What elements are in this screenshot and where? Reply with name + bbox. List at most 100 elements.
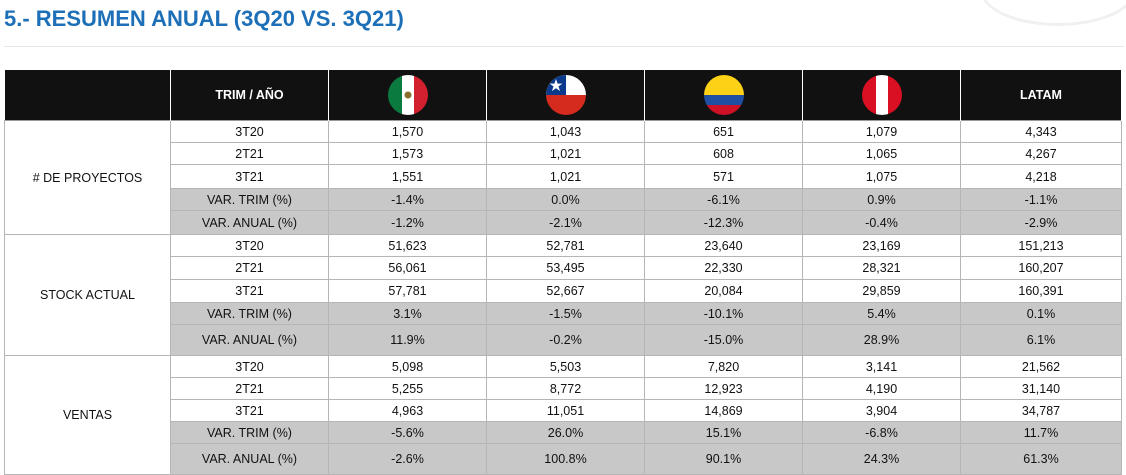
cell-mexico: -5.6% <box>328 421 487 444</box>
cell-latam: -2.9% <box>960 210 1122 235</box>
row-label: 2T21 <box>170 256 329 280</box>
cell-peru: 3,904 <box>802 399 961 422</box>
row-label: VAR. ANUAL (%) <box>170 210 329 235</box>
cell-peru: 1,075 <box>802 164 961 189</box>
cell-chile: 26.0% <box>486 421 645 444</box>
cell-colombia: 608 <box>644 142 803 165</box>
cell-peru: 28.9% <box>802 324 961 356</box>
table-row-var-trim: VAR. TRIM (%) -1.4% 0.0% -6.1% 0.9% -1.1… <box>5 188 1122 211</box>
table-header-row: TRIM / AÑO <box>4 70 1122 121</box>
cell-latam: -1.1% <box>960 188 1122 211</box>
row-label: 2T21 <box>170 142 329 165</box>
cell-peru: 0.9% <box>802 188 961 211</box>
cell-peru: 1,065 <box>802 142 961 165</box>
title-divider <box>4 46 1124 47</box>
annual-summary-table: TRIM / AÑO <box>4 70 1122 475</box>
cell-chile: 52,781 <box>486 234 645 257</box>
cell-peru: 3,141 <box>802 355 961 378</box>
colombia-flag-icon <box>703 75 744 115</box>
group-label-proyectos: # DE PROYECTOS <box>4 120 171 235</box>
cell-chile: 53,495 <box>486 256 645 280</box>
cell-mexico: 1,551 <box>328 164 487 189</box>
table-row-var-anual: VAR. ANUAL (%) -1.2% -2.1% -12.3% -0.4% … <box>5 210 1122 235</box>
row-label: VAR. TRIM (%) <box>170 302 329 325</box>
cell-colombia: 651 <box>644 120 803 143</box>
page-title: 5.- RESUMEN ANUAL (3Q20 VS. 3Q21) <box>4 6 404 31</box>
cell-mexico: 56,061 <box>328 256 487 280</box>
group-label-stock: STOCK ACTUAL <box>4 234 171 356</box>
cell-peru: 4,190 <box>802 377 961 400</box>
cell-chile: 8,772 <box>486 377 645 400</box>
row-label: 3T20 <box>170 355 329 378</box>
cell-chile: 1,043 <box>486 120 645 143</box>
cell-colombia: 571 <box>644 164 803 189</box>
cell-latam: 31,140 <box>960 377 1122 400</box>
cell-chile: 1,021 <box>486 142 645 165</box>
cell-peru: 23,169 <box>802 234 961 257</box>
table-row: 2T21 56,061 53,495 22,330 28,321 160,207 <box>5 256 1122 280</box>
cell-mexico: 51,623 <box>328 234 487 257</box>
table-row: VENTAS 3T20 5,098 5,503 7,820 3,141 21,5… <box>4 355 1122 475</box>
row-label: VAR. TRIM (%) <box>170 188 329 211</box>
cell-latam: 11.7% <box>960 421 1122 444</box>
cell-chile: -2.1% <box>486 210 645 235</box>
cell-peru: 28,321 <box>802 256 961 280</box>
cell-mexico: 5,098 <box>328 355 487 378</box>
table-row: 2T21 5,255 8,772 12,923 4,190 31,140 <box>5 377 1122 400</box>
row-label: VAR. TRIM (%) <box>170 421 329 444</box>
cell-mexico: 1,573 <box>328 142 487 165</box>
header-mexico <box>328 70 487 121</box>
decorative-arc <box>980 0 1126 26</box>
cell-latam: 21,562 <box>960 355 1122 378</box>
table-row: 3T21 4,963 11,051 14,869 3,904 34,787 <box>5 399 1122 422</box>
table-row: 2T21 1,573 1,021 608 1,065 4,267 <box>5 142 1122 165</box>
row-label: 2T21 <box>170 377 329 400</box>
cell-latam: 6.1% <box>960 324 1122 356</box>
row-label: 3T21 <box>170 399 329 422</box>
header-colombia <box>644 70 803 121</box>
table-row-var-anual: VAR. ANUAL (%) 11.9% -0.2% -15.0% 28.9% … <box>5 324 1122 356</box>
row-label: 3T20 <box>170 234 329 257</box>
cell-chile: 1,021 <box>486 164 645 189</box>
cell-mexico: 5,255 <box>328 377 487 400</box>
cell-mexico: 1,570 <box>328 120 487 143</box>
mexico-flag-icon <box>387 75 428 115</box>
cell-latam: 160,391 <box>960 279 1122 303</box>
header-period: TRIM / AÑO <box>170 70 329 121</box>
cell-peru: 1,079 <box>802 120 961 143</box>
row-label: VAR. ANUAL (%) <box>170 324 329 356</box>
cell-colombia: 20,084 <box>644 279 803 303</box>
cell-chile: -1.5% <box>486 302 645 325</box>
cell-colombia: 14,869 <box>644 399 803 422</box>
cell-latam: 4,267 <box>960 142 1122 165</box>
cell-chile: 52,667 <box>486 279 645 303</box>
cell-peru: 5.4% <box>802 302 961 325</box>
cell-colombia: -10.1% <box>644 302 803 325</box>
row-label: 3T21 <box>170 279 329 303</box>
chile-flag-icon <box>545 75 586 115</box>
table-row: 3T21 57,781 52,667 20,084 29,859 160,391 <box>5 279 1122 303</box>
cell-chile: 5,503 <box>486 355 645 378</box>
header-chile <box>486 70 645 121</box>
cell-peru: -6.8% <box>802 421 961 444</box>
cell-colombia: 15.1% <box>644 421 803 444</box>
table-row: 3T21 1,551 1,021 571 1,075 4,218 <box>5 164 1122 189</box>
cell-colombia: -6.1% <box>644 188 803 211</box>
cell-colombia: 7,820 <box>644 355 803 378</box>
cell-colombia: 23,640 <box>644 234 803 257</box>
group-label-ventas: VENTAS <box>4 355 171 475</box>
cell-chile: 11,051 <box>486 399 645 422</box>
header-blank <box>4 70 171 121</box>
cell-mexico: 4,963 <box>328 399 487 422</box>
cell-latam: 4,218 <box>960 164 1122 189</box>
cell-colombia: -12.3% <box>644 210 803 235</box>
table-row: # DE PROYECTOS 3T20 1,570 1,043 651 1,07… <box>4 120 1122 235</box>
cell-mexico: -1.2% <box>328 210 487 235</box>
cell-mexico: 57,781 <box>328 279 487 303</box>
table-row-var-trim: VAR. TRIM (%) 3.1% -1.5% -10.1% 5.4% 0.1… <box>5 302 1122 325</box>
header-peru <box>802 70 961 121</box>
table-row: STOCK ACTUAL 3T20 51,623 52,781 23,640 2… <box>4 234 1122 356</box>
cell-latam: 34,787 <box>960 399 1122 422</box>
table-row-var-trim: VAR. TRIM (%) -5.6% 26.0% 15.1% -6.8% 11… <box>5 421 1122 444</box>
cell-colombia: 22,330 <box>644 256 803 280</box>
